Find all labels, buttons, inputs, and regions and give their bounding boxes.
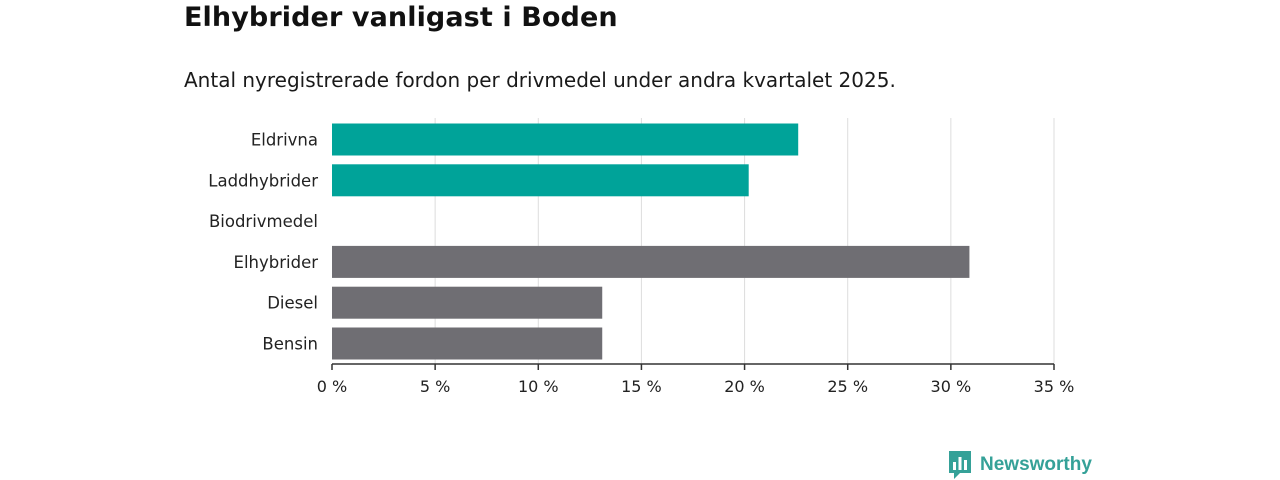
x-tick-label: 20 % [724,377,765,396]
bar-laddhybrider [332,164,749,197]
x-tick-label: 10 % [518,377,559,396]
x-tick-label: 15 % [621,377,662,396]
category-label: Biodrivmedel [209,212,318,231]
x-axis: 0 % 5 % 10 % 15 % 20 % 25 % 30 % 35 % [317,363,1075,396]
category-label: Diesel [267,294,318,313]
category-label: Laddhybrider [208,171,318,190]
category-label: Bensin [262,335,318,354]
x-tick-label: 25 % [827,377,868,396]
x-tick-label: 0 % [317,377,347,396]
bar-bensin [332,327,603,360]
bars [332,123,970,360]
category-labels: Eldrivna Laddhybrider Biodrivmedel Elhybrid… [208,131,318,354]
category-label: Elhybrider [234,253,319,272]
chart-title: Elhybrider vanligast i Boden [184,2,618,33]
x-tick-label: 30 % [931,377,972,396]
bar-eldrivna [332,123,799,156]
gridlines [434,118,1055,364]
bar-chart-speech-bubble-icon [949,451,971,479]
category-label: Eldrivna [251,131,318,150]
brand-logo: Newsworthy [948,450,1092,480]
x-tick-label: 5 % [420,377,450,396]
bar-elhybrider [332,245,970,278]
brand-name: Newsworthy [980,454,1092,475]
x-tick-label: 35 % [1034,377,1075,396]
chart-subtitle: Antal nyregistrerade fordon per drivmede… [184,68,896,92]
bar-diesel [332,286,603,319]
